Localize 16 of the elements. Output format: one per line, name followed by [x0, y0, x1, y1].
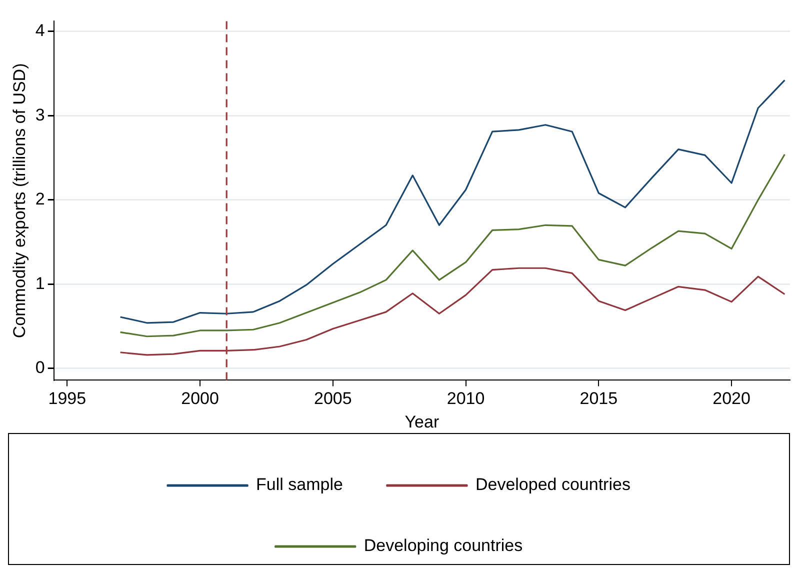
x-tick-label: 2020	[712, 389, 750, 408]
x-axis-title: Year	[404, 412, 440, 432]
legend-label: Developed countries	[475, 475, 630, 494]
y-tick-label: 3	[35, 105, 45, 124]
x-tick-label: 1995	[48, 389, 86, 408]
y-tick-label: 0	[35, 358, 45, 378]
y-tick-label: 2	[35, 190, 45, 209]
x-tick-label: 2015	[580, 389, 618, 408]
y-tick-label: 4	[35, 21, 45, 40]
x-tick-label: 2000	[181, 389, 219, 408]
y-axis-title: Commodity exports (trillions of USD)	[10, 63, 29, 338]
y-tick-label: 1	[35, 274, 45, 293]
legend-label: Developing countries	[364, 536, 523, 556]
x-tick-label: 2005	[314, 389, 352, 408]
x-tick-label: 2010	[446, 389, 485, 408]
legend-label: Full sample	[256, 475, 343, 494]
